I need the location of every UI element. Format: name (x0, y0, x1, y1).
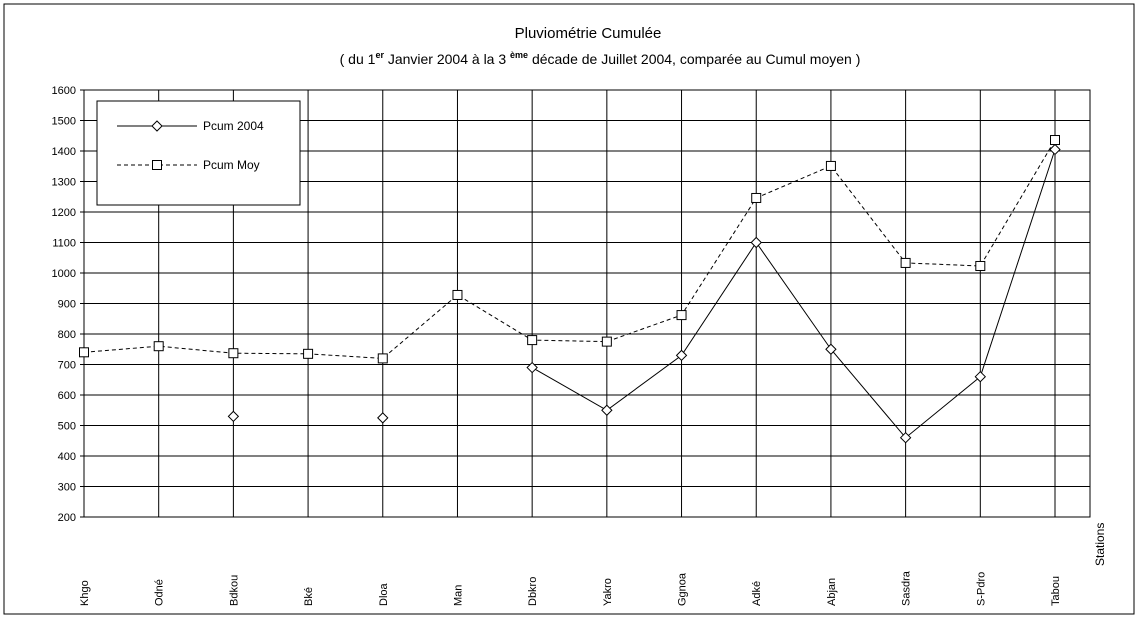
marker-square (975, 260, 986, 271)
subtitle-superscript: er (375, 50, 384, 60)
x-tick-label: Man (452, 585, 464, 606)
marker-square (900, 257, 911, 268)
y-tick-label: 1400 (52, 146, 76, 158)
x-tick-label: Dloa (378, 582, 390, 606)
y-tick-label: 400 (58, 451, 76, 463)
subtitle-superscript: ème (510, 50, 528, 60)
marker-square (228, 348, 239, 359)
x-tick-label: Bké (303, 587, 315, 606)
x-tick-label: S-Pdro (975, 572, 987, 606)
y-tick-label: 200 (58, 512, 76, 524)
y-tick-label: 900 (58, 299, 76, 311)
y-tick-label: 1100 (52, 238, 76, 250)
marker-square (303, 348, 314, 359)
x-tick-label: Tabou (1050, 576, 1062, 606)
x-tick-label: Khgo (79, 580, 91, 606)
marker-square (152, 160, 162, 170)
marker-square (452, 289, 463, 300)
marker-square (153, 341, 164, 352)
y-tick-label: 800 (58, 329, 76, 341)
y-tick-label: 600 (58, 390, 76, 402)
chart-frame (3, 3, 1135, 615)
marker-square (601, 336, 612, 347)
marker-square (676, 310, 687, 321)
marker-diamond (974, 370, 987, 383)
subtitle-text: Janvier 2004 à la 3 (384, 51, 510, 67)
series-line (83, 139, 1056, 359)
marker-square (527, 335, 538, 346)
marker-diamond (526, 361, 538, 374)
y-tick-label: 500 (58, 421, 76, 433)
x-tick-label: Bdkou (228, 575, 240, 606)
y-tick-label: 700 (58, 360, 76, 372)
x-tick-label: Abjan (826, 578, 838, 606)
x-tick-label: Odné (154, 579, 166, 606)
marker-square (751, 192, 762, 203)
subtitle-text: ( du 1 (340, 51, 376, 67)
y-tick-label: 1600 (52, 85, 76, 97)
legend-box (96, 100, 301, 206)
marker-diamond (151, 120, 163, 132)
x-tick-label: Ggnoa (677, 572, 689, 606)
marker-diamond (899, 431, 912, 444)
x-tick-label: Dbkro (527, 577, 539, 606)
y-tick-label: 300 (58, 482, 76, 494)
x-tick-label: Adké (751, 581, 763, 606)
x-tick-label: Yakro (602, 578, 614, 606)
marker-diamond (1049, 143, 1061, 156)
marker-square (825, 160, 836, 171)
marker-square (1050, 135, 1060, 146)
legend-label: Pcum Moy (203, 158, 260, 172)
marker-diamond (377, 412, 389, 424)
marker-diamond (750, 236, 762, 249)
marker-diamond (825, 343, 837, 355)
x-tick-label: Sasdra (901, 570, 913, 606)
y-tick-label: 1500 (52, 116, 76, 128)
marker-diamond (675, 349, 688, 362)
marker-diamond (601, 404, 613, 416)
y-tick-label: 1200 (52, 207, 76, 219)
marker-square (79, 347, 89, 358)
x-axis-label: Stations (1093, 523, 1107, 566)
chart-title: Pluviométrie Cumulée (515, 25, 662, 42)
legend-label: Pcum 2004 (203, 119, 264, 133)
chart-subtitle: ( du 1er Janvier 2004 à la 3 ème décade … (340, 50, 861, 67)
y-tick-label: 1300 (52, 177, 76, 189)
marker-square (377, 353, 388, 364)
marker-diamond (227, 410, 240, 423)
subtitle-text: décade de Juillet 2004, comparée au Cumu… (528, 51, 860, 67)
y-tick-label: 1000 (52, 268, 76, 280)
series-line (531, 149, 1056, 439)
